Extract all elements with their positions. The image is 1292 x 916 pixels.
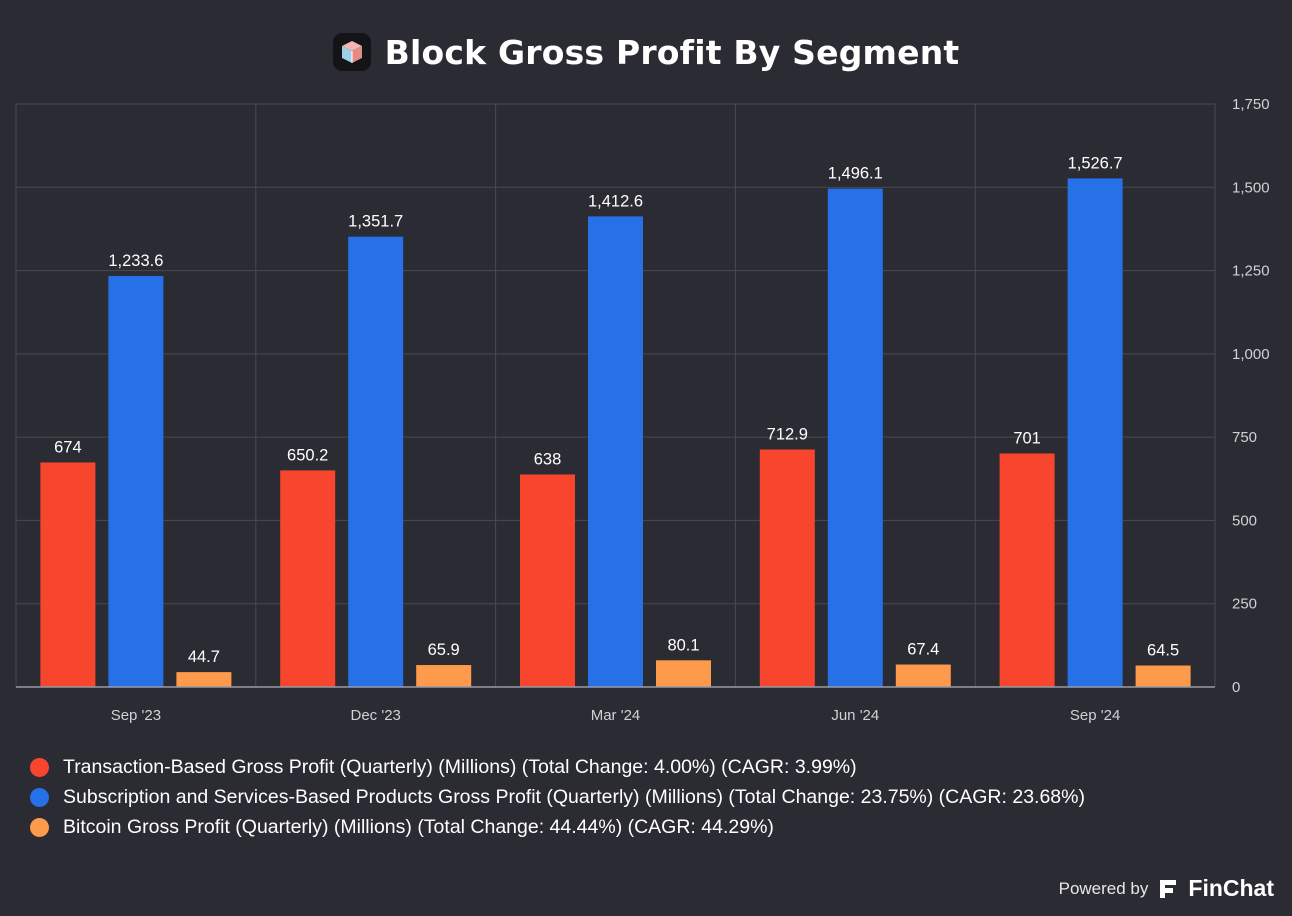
bar-value-label: 65.9 xyxy=(428,641,460,659)
legend-swatch-subscription xyxy=(30,787,49,807)
finchat-brand-name: FinChat xyxy=(1188,875,1274,901)
bar-value-label: 650.2 xyxy=(287,446,328,464)
powered-by-text: Powered by xyxy=(1058,878,1149,898)
x-tick-label: Sep '23 xyxy=(111,707,161,724)
legend-item-subscription[interactable]: Subscription and Services-Based Products… xyxy=(30,782,1085,812)
bar-value-label: 1,526.7 xyxy=(1068,154,1123,172)
chart-legend: Transaction-Based Gross Profit (Quarterl… xyxy=(30,752,1085,842)
bar xyxy=(176,672,232,687)
y-tick-label: 0 xyxy=(1232,679,1240,696)
bar-value-label: 1,496.1 xyxy=(828,165,883,183)
legend-item-transaction[interactable]: Transaction-Based Gross Profit (Quarterl… xyxy=(30,752,1085,782)
y-tick-label: 1,750 xyxy=(1232,96,1270,113)
legend-item-bitcoin[interactable]: Bitcoin Gross Profit (Quarterly) (Millio… xyxy=(30,812,1085,842)
legend-label-bitcoin: Bitcoin Gross Profit (Quarterly) (Millio… xyxy=(63,815,774,838)
bar xyxy=(108,276,164,687)
x-tick-label: Dec '23 xyxy=(351,707,401,724)
bar xyxy=(759,449,815,687)
y-tick-label: 1,500 xyxy=(1232,179,1270,196)
y-tick-label: 1,250 xyxy=(1232,263,1270,280)
bar-chart: 0 250 500 750 1,000 1,250 1,500 1,750 674 1,233.6… xyxy=(15,96,1270,724)
legend-swatch-transaction xyxy=(30,757,49,777)
bar-value-label: 1,412.6 xyxy=(588,192,643,210)
bar-value-label: 44.7 xyxy=(188,648,220,666)
chart-title: Block Gross Profit By Segment xyxy=(384,32,960,72)
bar-value-label: 638 xyxy=(534,450,562,468)
block-cube-logo-icon xyxy=(332,33,371,71)
bar xyxy=(416,665,472,687)
bar xyxy=(348,236,404,687)
y-tick-label: 500 xyxy=(1232,512,1257,529)
bar xyxy=(588,216,643,687)
y-tick-label: 1,000 xyxy=(1232,346,1270,363)
x-tick-label: Jun '24 xyxy=(831,707,879,724)
legend-label-transaction: Transaction-Based Gross Profit (Quarterl… xyxy=(63,755,857,778)
legend-swatch-bitcoin xyxy=(30,817,49,837)
bar-value-label: 67.4 xyxy=(907,641,939,659)
bar-value-label: 80.1 xyxy=(667,636,699,654)
bar-value-label: 701 xyxy=(1013,429,1041,447)
bar xyxy=(520,474,575,687)
x-tick-label: Sep '24 xyxy=(1070,707,1120,724)
bar-value-label: 64.5 xyxy=(1147,642,1179,660)
bar xyxy=(1067,178,1123,687)
bar-value-label: 1,233.6 xyxy=(108,252,163,270)
legend-label-subscription: Subscription and Services-Based Products… xyxy=(63,785,1085,808)
bar xyxy=(999,453,1055,687)
y-tick-label: 250 xyxy=(1232,596,1257,613)
finchat-logo-icon xyxy=(1160,879,1177,898)
bar xyxy=(827,188,883,688)
chart-header: Block Gross Profit By Segment xyxy=(0,28,1292,76)
bar xyxy=(656,660,711,687)
x-tick-label: Mar '24 xyxy=(591,707,641,724)
bar xyxy=(280,470,336,687)
bar-value-label: 712.9 xyxy=(767,426,808,444)
bar xyxy=(1135,665,1191,687)
bar-value-label: 1,351.7 xyxy=(348,213,403,231)
powered-by-footer[interactable]: Powered by FinChat xyxy=(1059,875,1274,902)
y-tick-label: 750 xyxy=(1232,429,1257,446)
bar-value-label: 674 xyxy=(54,438,82,456)
bar xyxy=(40,462,96,687)
bar xyxy=(895,664,951,687)
